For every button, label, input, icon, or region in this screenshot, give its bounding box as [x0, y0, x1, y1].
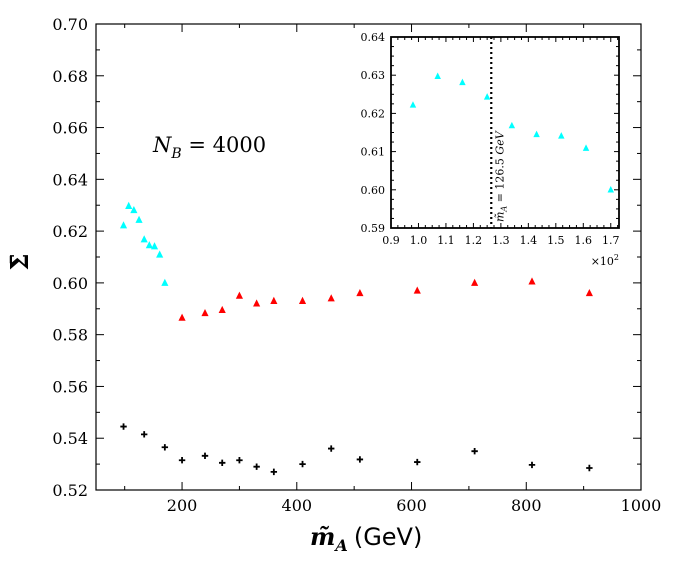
data-point-black: [219, 459, 226, 467]
data-point-red: [528, 277, 536, 285]
x-tick-label: 200: [167, 496, 198, 515]
data-point-cyan: [130, 205, 138, 214]
data-point-cyan: [161, 278, 169, 286]
data-point-cyan: [135, 215, 143, 223]
data-point-red: [253, 299, 261, 307]
y-tick-label: 0.54: [52, 429, 88, 448]
x-axis-label-symbol: m̃: [310, 522, 335, 551]
y-tick-label: 0.52: [52, 481, 88, 500]
y-tick-label: 0.70: [52, 15, 88, 34]
data-point-red: [298, 296, 307, 304]
inset-data-point-cyan: [483, 93, 491, 100]
data-point-cyan: [140, 235, 148, 243]
inset-x-tick-label: 1.7: [602, 234, 620, 247]
data-point-black: [270, 468, 278, 476]
x-tick-label: 400: [282, 496, 313, 515]
inset-data-point-cyan: [434, 72, 441, 80]
inset-x-tick-label: 1.1: [437, 234, 455, 247]
data-point-black: [471, 447, 478, 455]
data-point-cyan: [125, 201, 133, 209]
data-point-red: [327, 294, 335, 302]
nb-annotation-rest: = 4000: [182, 133, 266, 157]
nb-annotation-main: N: [152, 133, 172, 157]
vline-label-main: m̃: [493, 212, 506, 222]
x-axis-label: m̃A (GeV): [310, 522, 422, 555]
inset-data-point-cyan: [459, 78, 466, 86]
data-point-black: [586, 464, 593, 472]
inset-y-tick-label: 0.64: [361, 31, 386, 44]
inset-plot-frame: [390, 36, 620, 229]
x-tick-label: 1000: [621, 496, 662, 515]
data-point-red: [218, 305, 226, 314]
inset-x-tick-label: 1.3: [492, 234, 510, 247]
inset-data-point-cyan: [607, 186, 614, 193]
data-point-black: [356, 456, 364, 463]
vline-label-unit: GeV: [493, 130, 506, 154]
data-point-red: [235, 291, 243, 299]
data-point-black: [328, 445, 335, 452]
data-point-red: [471, 278, 479, 286]
inset-data-point-cyan: [582, 144, 590, 151]
data-point-cyan: [145, 241, 153, 249]
y-tick-label: 0.68: [52, 67, 88, 86]
data-point-black: [253, 463, 260, 470]
inset-data-point-cyan: [533, 130, 540, 138]
inset-x-offset: ×102: [591, 253, 619, 268]
inset-x-offset-exp: 2: [614, 253, 619, 262]
x-tick-label: 800: [511, 496, 542, 515]
inset-x-tick-label: 1.4: [520, 234, 538, 247]
y-tick-label: 0.58: [52, 326, 88, 345]
inset-y-tick-label: 0.63: [361, 69, 386, 82]
y-axis-label: Σ̄: [5, 254, 34, 271]
data-point-black: [120, 423, 127, 430]
y-tick-label: 0.62: [52, 222, 88, 241]
nb-annotation-sub: B: [170, 146, 181, 162]
data-point-red: [585, 289, 593, 297]
inset-data-point-cyan: [409, 101, 417, 108]
inset-y-tick-label: 0.61: [361, 146, 386, 159]
inset-x-tick-label: 0.9: [382, 234, 400, 247]
data-point-black: [299, 460, 306, 468]
data-point-black: [161, 444, 169, 451]
data-point-cyan: [150, 242, 159, 250]
data-point-black: [178, 457, 186, 464]
inset-x-tick-label: 1.2: [465, 234, 483, 247]
vline-label-sub: A: [499, 206, 508, 213]
inset-x-tick-label: 1.6: [575, 234, 593, 247]
data-point-red: [178, 313, 186, 321]
nb-annotation: NB = 4000: [152, 133, 266, 162]
data-point-black: [528, 461, 536, 469]
data-point-black: [140, 431, 148, 438]
data-point-cyan: [156, 250, 164, 258]
x-axis-label-sub: A: [333, 536, 347, 555]
data-point-cyan: [119, 221, 128, 229]
inset-x-tick-label: 1.5: [547, 234, 565, 247]
data-point-red: [270, 296, 278, 304]
x-tick-label: 600: [396, 496, 427, 515]
data-point-black: [414, 458, 421, 466]
reference-vline-label: m̃A = 126.5 GeV: [493, 130, 508, 222]
x-axis-label-unit: (GeV): [354, 523, 423, 551]
inset-x-offset-base: ×10: [591, 255, 614, 268]
data-point-red: [413, 286, 421, 294]
inset-data-point-cyan: [508, 121, 516, 129]
inset-y-tick-label: 0.62: [361, 107, 386, 120]
vline-label-rest: = 126.5: [493, 155, 506, 206]
inset-x-tick-label: 1.0: [410, 234, 428, 247]
data-point-red: [201, 308, 209, 317]
data-point-black: [236, 457, 243, 464]
y-tick-label: 0.66: [52, 119, 88, 138]
inset-y-tick-label: 0.60: [361, 184, 386, 197]
data-point-red: [356, 289, 364, 297]
inset-y-tick-label: 0.59: [361, 222, 386, 235]
data-point-black: [201, 452, 209, 460]
y-tick-label: 0.56: [52, 377, 88, 396]
y-tick-label: 0.60: [52, 274, 88, 293]
inset-data-point-cyan: [558, 132, 565, 139]
y-tick-label: 0.64: [52, 170, 88, 189]
